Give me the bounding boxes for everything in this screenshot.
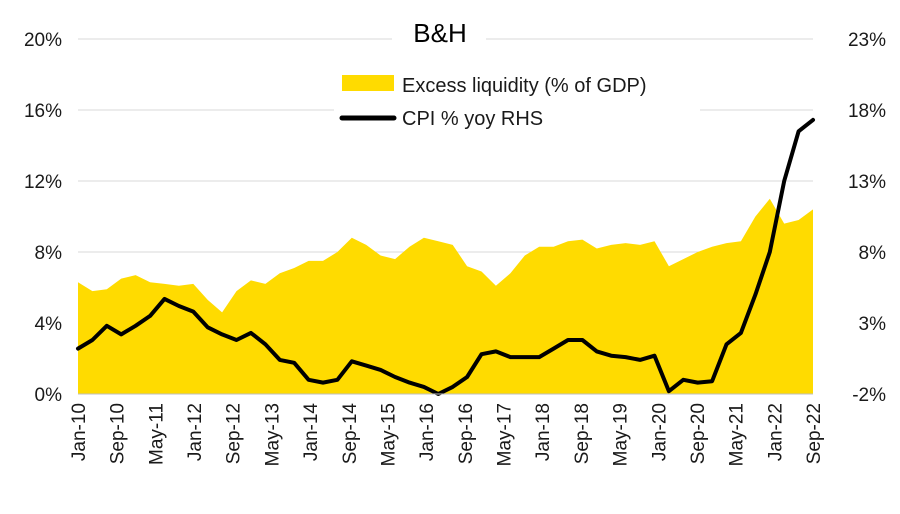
- x-tick-label: May-21: [727, 403, 748, 466]
- legend: Excess liquidity (% of GDP) CPI % yoy RH…: [334, 66, 700, 136]
- left-tick-label: 8%: [35, 243, 63, 264]
- cpi-line: [76, 117, 815, 396]
- left-tick-label: 12%: [24, 172, 62, 193]
- x-axis-ticks: Jan-10 Sep-10 May-11 Jan-12 Sep-12 May-13 Jan-…: [69, 403, 825, 467]
- left-tick-label: 16%: [24, 101, 62, 122]
- right-tick-label: 8%: [859, 243, 887, 264]
- cpi-line-path: [76, 117, 815, 396]
- x-tick-label: Sep-22: [804, 403, 825, 464]
- chart-title: B&H: [413, 18, 466, 48]
- legend-background: [334, 66, 700, 136]
- x-tick-label: Sep-18: [572, 403, 593, 464]
- excess-liquidity-area: [78, 198, 813, 394]
- x-tick-label: Jan-20: [649, 403, 670, 461]
- x-tick-label: Sep-12: [224, 403, 245, 464]
- excess-liquidity-area-path: [78, 198, 813, 394]
- x-tick-label: May-13: [262, 403, 283, 466]
- x-tick-label: May-11: [146, 403, 167, 465]
- x-tick-label: Jan-22: [765, 403, 786, 461]
- right-tick-label: -2%: [852, 385, 886, 406]
- x-tick-label: Sep-20: [688, 403, 709, 464]
- right-tick-label: 3%: [859, 314, 887, 335]
- right-tick-label: 23%: [848, 30, 886, 51]
- x-tick-label: Sep-10: [108, 403, 129, 464]
- left-tick-label: 0%: [35, 385, 63, 406]
- x-tick-label: May-17: [495, 403, 516, 466]
- x-tick-label: Jan-12: [185, 403, 206, 461]
- legend-label-excess-liquidity: Excess liquidity (% of GDP): [402, 75, 647, 97]
- x-tick-label: Jan-18: [533, 403, 554, 461]
- x-tick-label: May-15: [378, 403, 399, 466]
- left-axis-ticks: 0% 4% 8% 12% 16% 20%: [24, 30, 62, 406]
- title-background: [392, 12, 486, 48]
- x-tick-label: Jan-14: [301, 403, 322, 462]
- right-tick-label: 13%: [848, 172, 886, 193]
- x-tick-label: May-19: [611, 403, 632, 466]
- x-tick-label: Jan-16: [417, 403, 438, 461]
- x-tick-label: Jan-10: [69, 403, 90, 461]
- left-tick-label: 20%: [24, 30, 62, 51]
- x-tick-label: Sep-14: [340, 403, 361, 465]
- right-axis-ticks: -2% 3% 8% 13% 18% 23%: [848, 30, 886, 406]
- right-tick-label: 18%: [848, 101, 886, 122]
- left-tick-label: 4%: [35, 314, 63, 335]
- x-tick-label: Sep-16: [456, 403, 477, 464]
- legend-label-cpi: CPI % yoy RHS: [402, 108, 543, 130]
- legend-swatch-excess-liquidity: [342, 75, 394, 91]
